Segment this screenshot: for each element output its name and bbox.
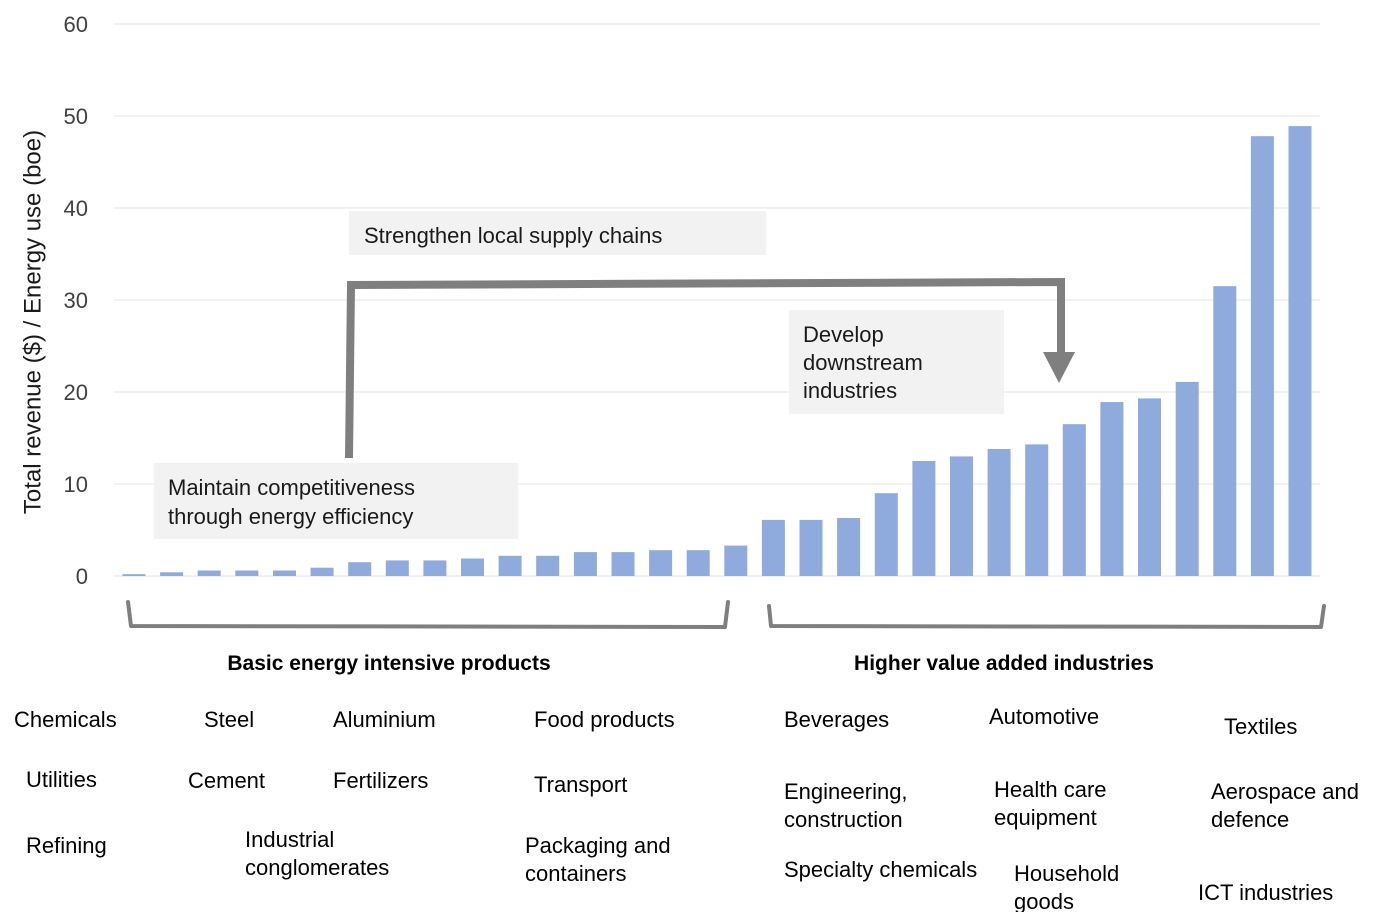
bar-8 bbox=[385, 560, 409, 576]
industry-ict-industries: ICT industries bbox=[1198, 880, 1333, 905]
industry-cement: Cement bbox=[188, 768, 265, 793]
bar-32 bbox=[1288, 126, 1312, 576]
develop-box bbox=[789, 310, 1004, 414]
develop-label: Develop downstream industries bbox=[803, 322, 929, 403]
strengthen-label: Strengthen local supply chains bbox=[364, 223, 662, 248]
bar-5 bbox=[273, 570, 296, 576]
strengthen-box bbox=[349, 211, 766, 255]
industry-textiles: Textiles bbox=[1224, 714, 1297, 739]
bars bbox=[122, 126, 1312, 576]
bar-21 bbox=[874, 493, 898, 576]
bar-11 bbox=[498, 555, 522, 576]
industry-aerospace-defence: Aerospace and defence bbox=[1211, 779, 1365, 832]
bar-3 bbox=[197, 570, 221, 576]
maintain-line-1: Maintain competitiveness bbox=[168, 475, 415, 500]
higher-group-label: Higher value added industries bbox=[854, 652, 1154, 675]
y-tick-label: 40 bbox=[64, 196, 88, 221]
industry-labels: Chemicals Steel Aluminium Food products … bbox=[14, 704, 1365, 914]
industry-steel: Steel bbox=[204, 707, 254, 732]
y-axis-label: Total revenue ($) / Energy use (boe) bbox=[19, 130, 46, 514]
y-tick-label: 10 bbox=[64, 472, 88, 497]
develop-line-3: industries bbox=[803, 378, 897, 403]
bar-25 bbox=[1025, 444, 1049, 576]
bar-1 bbox=[122, 574, 146, 576]
bar-24 bbox=[987, 449, 1011, 576]
basic-group-label: Basic energy intensive products bbox=[227, 652, 550, 675]
bar-28 bbox=[1138, 398, 1161, 576]
y-tick-label: 30 bbox=[64, 288, 88, 313]
industry-aluminium: Aluminium bbox=[333, 707, 436, 732]
bar-16 bbox=[686, 550, 710, 576]
bar-17 bbox=[724, 545, 748, 576]
bar-30 bbox=[1213, 286, 1237, 576]
industry-automotive: Automotive bbox=[989, 704, 1099, 729]
industry-health-care-equipment: Health care equipment bbox=[994, 777, 1113, 830]
industry-industrial-conglomerates: Industrial conglomerates bbox=[245, 827, 389, 880]
y-tick-label: 20 bbox=[64, 380, 88, 405]
bar-7 bbox=[348, 562, 372, 576]
bar-27 bbox=[1100, 402, 1124, 576]
supply-chain-arrow bbox=[345, 277, 1065, 459]
bar-22 bbox=[912, 461, 936, 576]
bar-9 bbox=[423, 560, 447, 576]
bar-6 bbox=[310, 567, 334, 576]
bar-20 bbox=[837, 518, 861, 576]
basic-group-bracket bbox=[126, 600, 730, 629]
bar-18 bbox=[761, 519, 785, 576]
y-axis-ticks: 0 10 20 30 40 50 60 bbox=[64, 12, 88, 589]
industry-transport: Transport bbox=[534, 772, 627, 797]
bar-23 bbox=[950, 456, 973, 576]
industry-refining: Refining bbox=[26, 833, 107, 858]
industry-beverages: Beverages bbox=[784, 707, 889, 732]
maintain-box bbox=[154, 463, 518, 539]
bar-31 bbox=[1250, 136, 1274, 576]
bar-29 bbox=[1175, 381, 1199, 576]
industry-household-goods: Household goods bbox=[1014, 861, 1125, 912]
y-tick-label: 50 bbox=[64, 104, 88, 129]
bar-2 bbox=[160, 572, 184, 576]
industry-utilities: Utilities bbox=[26, 767, 97, 792]
industry-specialty-chemicals: Specialty chemicals bbox=[784, 857, 977, 882]
maintain-line-2: through energy efficiency bbox=[168, 504, 413, 529]
develop-line-1: Develop bbox=[803, 322, 884, 347]
maintain-label: Maintain competitiveness through energy … bbox=[168, 475, 421, 529]
y-tick-label: 60 bbox=[64, 12, 88, 37]
higher-group-bracket bbox=[767, 604, 1326, 629]
develop-line-2: downstream bbox=[803, 350, 923, 375]
bar-4 bbox=[235, 570, 259, 576]
industry-packaging-containers: Packaging and containers bbox=[525, 833, 677, 886]
industry-engineering-construction: Engineering, construction bbox=[784, 779, 914, 832]
supply-chain-arrowhead bbox=[1043, 352, 1075, 383]
bar-14 bbox=[611, 552, 635, 576]
industry-chemicals: Chemicals bbox=[14, 707, 117, 732]
bar-19 bbox=[799, 519, 823, 576]
bar-12 bbox=[536, 555, 560, 576]
bar-26 bbox=[1062, 424, 1086, 576]
bar-13 bbox=[573, 552, 597, 576]
bar-10 bbox=[461, 558, 484, 576]
industry-fertilizers: Fertilizers bbox=[333, 768, 428, 793]
bar-15 bbox=[649, 550, 673, 576]
industry-food-products: Food products bbox=[534, 707, 675, 732]
y-tick-label: 0 bbox=[76, 564, 88, 589]
